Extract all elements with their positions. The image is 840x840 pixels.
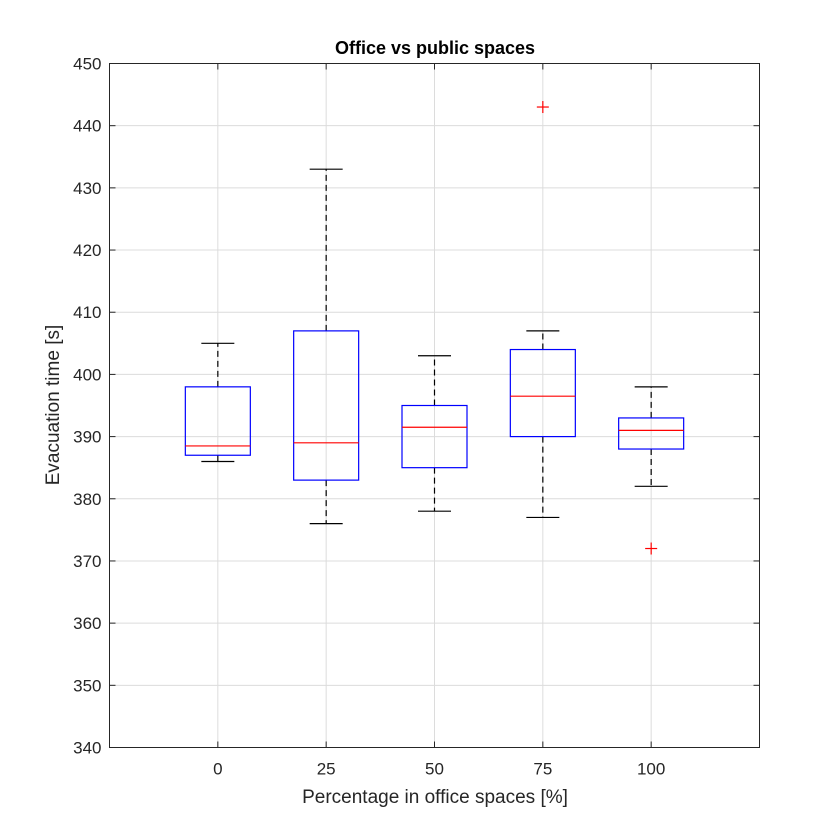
outlier-marker bbox=[536, 101, 549, 114]
iqr-box bbox=[618, 417, 685, 450]
y-tick-label: 360 bbox=[73, 614, 101, 633]
iqr-box bbox=[293, 330, 360, 481]
outlier-marker bbox=[645, 542, 658, 555]
box-group-100 bbox=[618, 386, 685, 555]
box-group-50 bbox=[401, 355, 468, 512]
y-tick-label: 370 bbox=[73, 552, 101, 571]
y-tick-label: 400 bbox=[73, 365, 101, 384]
y-tick-label: 350 bbox=[73, 676, 101, 695]
y-tick-label: 420 bbox=[73, 241, 101, 260]
iqr-box bbox=[401, 404, 468, 469]
x-tick-label: 100 bbox=[637, 760, 665, 779]
box-group-25 bbox=[293, 168, 360, 525]
y-tick-label: 340 bbox=[73, 739, 101, 758]
boxes bbox=[184, 101, 685, 555]
y-tick-label: 440 bbox=[73, 117, 101, 136]
iqr-box bbox=[509, 348, 576, 438]
y-tick-label: 450 bbox=[73, 55, 101, 74]
box-group-0 bbox=[184, 342, 251, 463]
x-tick-label: 75 bbox=[533, 760, 552, 779]
iqr-box bbox=[184, 386, 251, 456]
box-group-75 bbox=[509, 101, 576, 519]
x-tick-label: 25 bbox=[317, 760, 336, 779]
x-axis-label: Percentage in office spaces [%] bbox=[302, 787, 568, 808]
y-tick-label: 410 bbox=[73, 303, 101, 322]
y-tick-label: 380 bbox=[73, 490, 101, 509]
y-tick-label: 390 bbox=[73, 428, 101, 447]
axis-ticks: 340 350 360 370 380 390 400 410 420 430 440 450 0 25 5… bbox=[73, 55, 760, 779]
y-tick-label: 430 bbox=[73, 179, 101, 198]
y-axis-label: Evacuation time [s] bbox=[43, 325, 64, 486]
chart-title: Office vs public spaces bbox=[335, 38, 535, 58]
x-tick-label: 0 bbox=[213, 760, 222, 779]
x-tick-label: 50 bbox=[425, 760, 444, 779]
